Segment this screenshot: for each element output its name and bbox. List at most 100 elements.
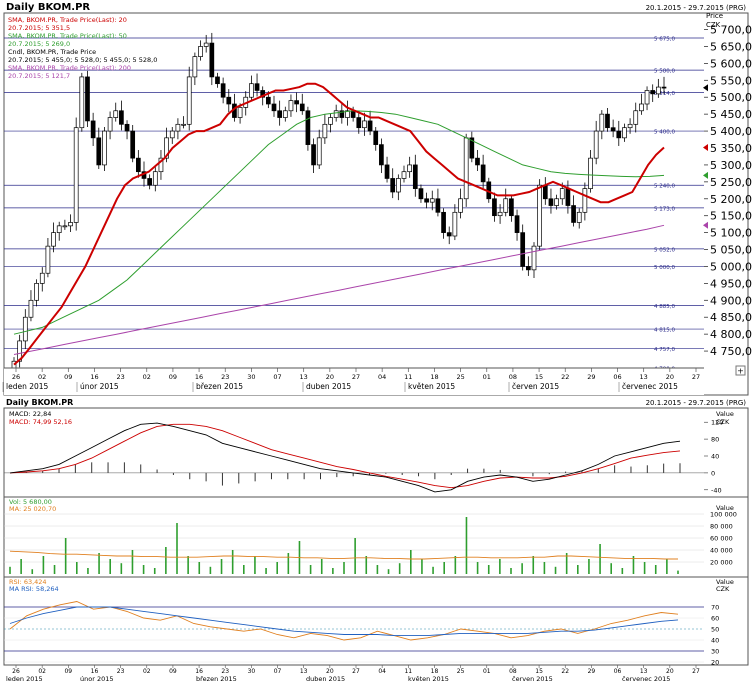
candle-body (559, 188, 565, 200)
macd-range: 20.1.2015 - 29.7.2015 (PRG) (646, 399, 747, 407)
y-tick-label: 5 250,0 (710, 176, 752, 189)
candle-body (463, 137, 469, 200)
bottom-month-label: červen 2015 (512, 675, 553, 683)
y-tick-label: 5 500,0 (710, 91, 752, 104)
candle-body (198, 46, 203, 57)
price-y-axis: 4 750,0 4 800,0 4 850,0 4 900,0 4 950,0 5 000… (704, 24, 752, 358)
candle-body (56, 225, 62, 233)
value-marker (703, 171, 708, 179)
x-tick-label: 09 (64, 373, 72, 381)
candle-body (475, 157, 480, 166)
candle-body (525, 266, 531, 271)
y-tick-label: 5 550,0 (710, 74, 752, 87)
sma50-line (13, 110, 665, 335)
candle-body (102, 130, 107, 166)
candle-body (509, 198, 514, 217)
volume-unit: Value (716, 504, 734, 512)
macd-tick-label: 40 (711, 453, 719, 461)
legend-entry: 20.7.2015; 5 351,5 (8, 24, 70, 32)
y-tick-label: 4 850,0 (710, 311, 752, 324)
bottom-x-tick-label: 23 (117, 668, 125, 675)
candle-body (576, 211, 582, 223)
candle-body (407, 164, 413, 173)
month-label: leden 2015 (6, 382, 49, 391)
bottom-month-label: leden 2015 (6, 675, 43, 683)
candle-body (175, 123, 181, 132)
x-tick-label: 13 (300, 373, 308, 381)
value-marker (703, 84, 708, 92)
legend-entry: 20.7.2015; 5 455,0; 5 528,0; 5 455,0; 5 … (8, 56, 157, 64)
scroll-toggle-icon[interactable]: + (737, 367, 744, 376)
rsi-tick-label: 40 (711, 637, 719, 645)
macd-y-axis: 120 80 40 0 -40 (704, 419, 723, 494)
price-hlines: 5 675,0 5 580,0 5 514,0 5 400,0 5 240,0 5 173… (4, 37, 704, 373)
rsi-plot (4, 601, 704, 663)
price-range: 20.1.2015 - 29.7.2015 (PRG) (646, 4, 747, 12)
bottom-x-tick-label: 22 (561, 668, 569, 675)
candle-body (282, 110, 288, 118)
candle-body (373, 130, 379, 145)
price-axis-label: Price (706, 12, 723, 20)
candle-body (152, 171, 158, 186)
candle-body (384, 164, 390, 179)
y-tick-label: 5 050,0 (710, 244, 752, 257)
price-panel-frame (3, 12, 749, 396)
candle-body (226, 96, 232, 105)
candle-body (73, 127, 79, 223)
candle-body (39, 272, 45, 284)
y-tick-label: 5 000,0 (710, 260, 752, 273)
legend-entry: SMA, BKOM.PR, Trade Price(Last): 50 (8, 32, 127, 40)
candle-body (339, 110, 345, 118)
month-label: březen 2015 (196, 382, 243, 391)
value-marker (703, 143, 708, 151)
moving-averages (13, 82, 665, 366)
x-tick-label: 26 (12, 373, 20, 381)
bottom-month-label: březen 2015 (196, 675, 237, 683)
candle-body (622, 127, 627, 139)
candle-body (107, 117, 113, 132)
hline-label: 5 514,0 (654, 91, 675, 97)
candle-body (215, 76, 220, 85)
price-markers (703, 84, 708, 229)
candle-body (588, 157, 593, 189)
x-tick-label: 22 (561, 373, 569, 381)
volume-plot (4, 513, 704, 574)
candle-body (181, 123, 186, 126)
candle-body (554, 198, 559, 206)
macd-tick-label: 0 (711, 469, 715, 477)
candle-body (316, 137, 322, 166)
volume-tick-label: 80 000 (710, 523, 733, 531)
bottom-x-tick-label: 09 (169, 668, 177, 675)
bottom-x-tick-label: 02 (38, 668, 46, 675)
y-tick-label: 5 350,0 (710, 142, 752, 155)
candle-body (51, 232, 56, 247)
volume-legend-1: Vol: 5 680,00 (9, 498, 52, 506)
candle-body (605, 113, 610, 129)
bottom-x-tick-label: 29 (588, 668, 596, 675)
x-tick-label: 16 (90, 373, 98, 381)
y-tick-label: 5 150,0 (710, 210, 752, 223)
x-tick-label: 15 (535, 373, 543, 381)
candle-body (537, 184, 543, 247)
bottom-month-label: únor 2015 (80, 675, 114, 683)
hline-label: 5 052,0 (654, 247, 675, 253)
legend-entry: Cndl, BKOM.PR, Trade Price (8, 48, 96, 56)
month-label: červen 2015 (512, 382, 559, 391)
macd-tick-label: 120 (711, 419, 723, 427)
candle-body (480, 164, 486, 183)
month-label: květen 2015 (408, 382, 455, 391)
candle-body (311, 144, 316, 166)
bottom-x-tick-label: 16 (91, 668, 99, 675)
candle-body (237, 107, 243, 118)
candle-body (435, 198, 441, 213)
candle-body (379, 144, 384, 166)
scroll-toggle[interactable] (735, 365, 746, 376)
candle-body (90, 120, 96, 139)
candle-body (322, 123, 328, 139)
candle-body (367, 120, 373, 132)
y-tick-label: 5 300,0 (710, 159, 752, 172)
x-tick-label: 01 (483, 373, 491, 381)
x-tick-label: 23 (116, 373, 124, 381)
bottom-x-tick-label: 13 (300, 668, 308, 675)
